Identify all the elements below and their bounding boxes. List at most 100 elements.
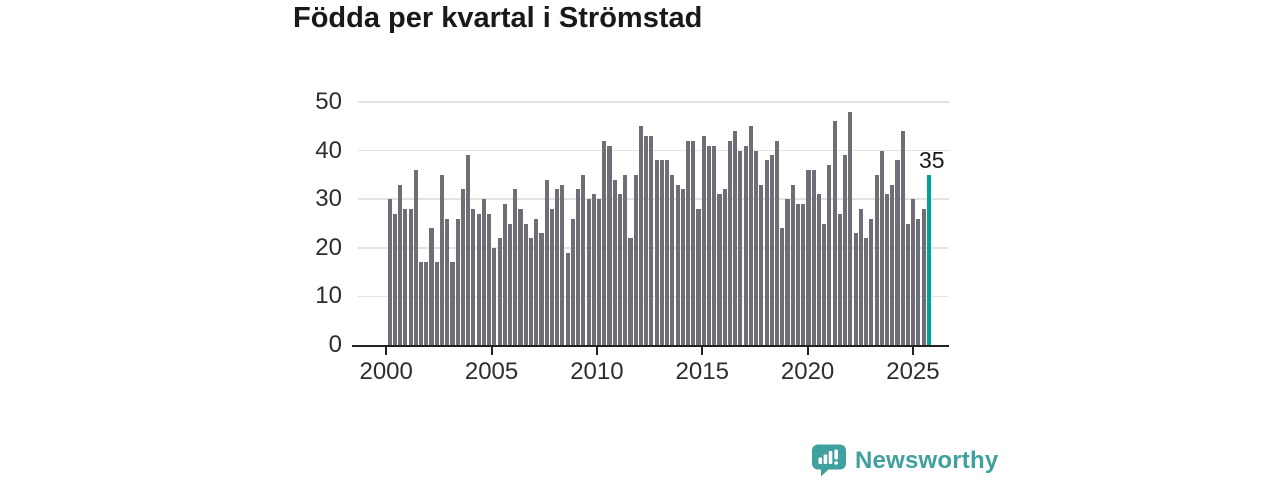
bar-2015-q2 xyxy=(706,145,712,345)
bar-2021-q1 xyxy=(827,165,832,345)
bar-2001-q2 xyxy=(413,170,418,345)
bar-2009-q4 xyxy=(591,194,596,345)
bar-2025-q4 xyxy=(926,174,931,345)
bar-2021-q3 xyxy=(837,213,842,345)
bar-2013-q1 xyxy=(659,160,664,345)
bar-2020-q2 xyxy=(811,170,816,345)
bar-2018-q2 xyxy=(769,155,774,345)
bar-2005-q2 xyxy=(497,238,502,345)
chart-title: Födda per kvartal i Strömstad xyxy=(293,2,703,34)
bar-2022-q2 xyxy=(853,233,858,345)
bar-2013-q4 xyxy=(675,184,680,345)
bar-2008-q1 xyxy=(555,189,560,345)
bar-2017-q1 xyxy=(743,145,748,345)
bar-2023-q3 xyxy=(879,150,884,345)
bar-2023-q4 xyxy=(884,194,890,345)
y-axis-label-10: 10 xyxy=(315,282,342,310)
newsworthy-logo: Newsworthy xyxy=(811,444,998,477)
x-axis-label-2000: 2000 xyxy=(359,358,413,385)
bar-2025-q1 xyxy=(911,199,916,345)
bar-2019-q4 xyxy=(801,204,806,345)
bar-2020-q1 xyxy=(806,170,811,345)
bar-2000-q3 xyxy=(398,184,403,345)
bar-2019-q2 xyxy=(790,184,795,345)
bar-2007-q1 xyxy=(534,218,539,345)
bar-2000-q4 xyxy=(403,208,408,345)
bar-2006-q3 xyxy=(523,223,528,345)
gridline-y-20 xyxy=(358,247,949,249)
bar-2005-q1 xyxy=(492,247,497,345)
bar-2020-q3 xyxy=(816,194,821,345)
bar-2019-q3 xyxy=(795,204,801,345)
bar-2016-q2 xyxy=(727,140,732,345)
bar-2006-q1 xyxy=(513,189,518,345)
bar-2023-q1 xyxy=(869,218,874,345)
bar-2022-q3 xyxy=(858,208,863,345)
bar-2003-q1 xyxy=(450,262,455,345)
bar-2022-q4 xyxy=(864,238,869,345)
x-tickmark-2005 xyxy=(490,347,493,355)
bar-2011-q3 xyxy=(628,238,633,345)
y-axis-label-40: 40 xyxy=(315,136,342,164)
bar-2015-q3 xyxy=(712,145,717,345)
bar-2017-q3 xyxy=(754,150,759,345)
x-axis-line xyxy=(352,345,949,347)
bar-2014-q3 xyxy=(691,140,696,345)
bar-2017-q2 xyxy=(748,126,753,345)
gridline-y-10 xyxy=(358,295,949,298)
x-axis-label-2020: 2020 xyxy=(780,358,835,385)
bar-2008-q4 xyxy=(570,218,575,345)
bar-2020-q4 xyxy=(822,223,827,345)
bar-2003-q2 xyxy=(455,218,460,345)
bar-2014-q2 xyxy=(686,140,691,345)
bar-2017-q4 xyxy=(759,184,764,345)
bar-2002-q2 xyxy=(434,262,439,345)
y-axis-label-50: 50 xyxy=(315,88,342,115)
bar-2004-q4 xyxy=(487,213,492,345)
bar-2012-q1 xyxy=(638,126,643,345)
bar-2010-q3 xyxy=(607,145,612,345)
bar-2015-q1 xyxy=(701,136,706,345)
speech-bubble-bar-chart-icon xyxy=(812,444,846,477)
bar-2022-q1 xyxy=(848,111,853,345)
bar-2019-q1 xyxy=(785,199,790,345)
bar-2018-q1 xyxy=(764,160,769,345)
bar-2011-q1 xyxy=(617,194,623,345)
bar-2001-q3 xyxy=(419,262,424,345)
bar-2025-q2 xyxy=(916,218,921,345)
bar-2016-q1 xyxy=(722,189,727,345)
bar-2010-q4 xyxy=(612,179,617,345)
bar-2000-q2 xyxy=(392,213,397,345)
bar-2009-q1 xyxy=(576,189,581,345)
bar-2015-q4 xyxy=(717,194,722,345)
x-axis-label-2010: 2010 xyxy=(570,358,624,385)
bar-2025-q3 xyxy=(921,208,926,345)
bar-2006-q4 xyxy=(528,238,534,345)
x-tickmark-2015 xyxy=(701,347,704,355)
bar-2023-q2 xyxy=(874,174,879,345)
y-axis-label-0: 0 xyxy=(328,331,342,358)
bar-2008-q2 xyxy=(560,184,565,345)
x-tickmark-2000 xyxy=(385,347,388,355)
x-tickmark-2010 xyxy=(595,347,598,355)
bar-2024-q4 xyxy=(905,223,910,345)
bar-2012-q3 xyxy=(649,136,654,345)
highlight-value-label: 35 xyxy=(919,147,945,173)
x-axis-label-2005: 2005 xyxy=(464,358,519,385)
bar-2007-q4 xyxy=(549,208,554,345)
bar-2002-q1 xyxy=(429,228,434,345)
bar-2014-q4 xyxy=(696,208,701,345)
bar-2011-q4 xyxy=(633,174,638,345)
bar-2007-q2 xyxy=(539,233,544,345)
bar-2004-q1 xyxy=(471,208,476,345)
gridline-y-30 xyxy=(358,198,949,200)
gridline-y-40 xyxy=(358,149,949,152)
bar-2024-q1 xyxy=(890,184,895,345)
bar-2016-q3 xyxy=(733,131,738,345)
bar-2024-q3 xyxy=(900,131,905,345)
bar-2009-q2 xyxy=(581,174,586,345)
bar-2024-q2 xyxy=(895,160,900,345)
bar-2010-q2 xyxy=(602,140,607,345)
bar-2007-q3 xyxy=(544,179,549,345)
